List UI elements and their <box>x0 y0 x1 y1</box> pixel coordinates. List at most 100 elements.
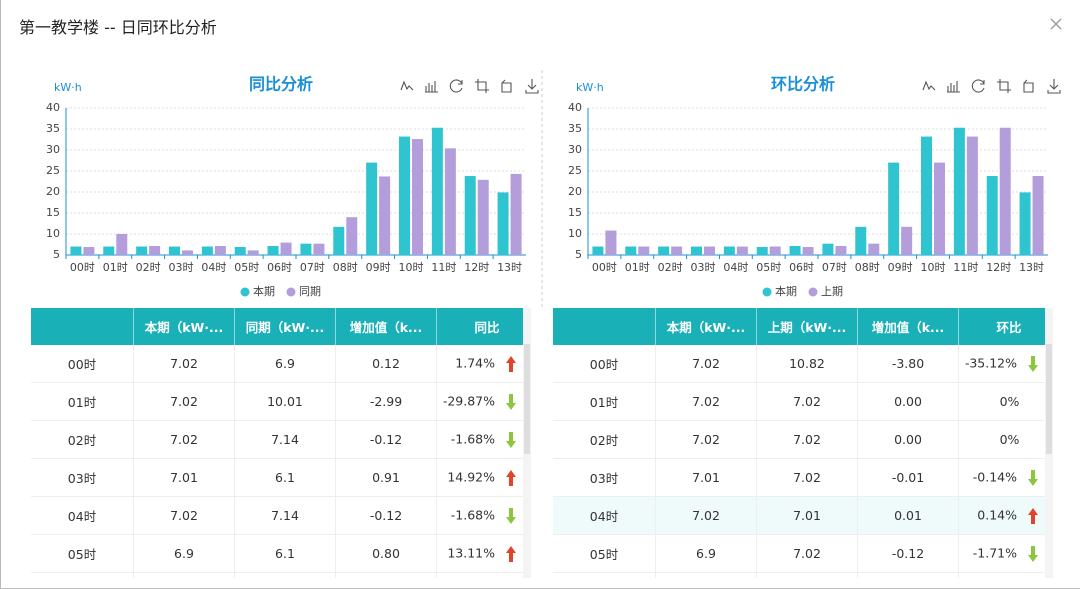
table-row[interactable]: 02时 7.02 7.14 -0.12 -1.68% <box>31 420 531 459</box>
cell-text: -0.12 <box>369 508 403 523</box>
x-tick-label: 12时 <box>986 261 1011 274</box>
cell-text: 10.82 <box>789 356 825 371</box>
data-table: 本期（kW·... 同期（kW·... 增加值（k... 同比 00时 7.02 6.9 0.… <box>31 308 531 578</box>
toolbar-icon[interactable] <box>1023 79 1034 93</box>
bar <box>625 246 637 255</box>
cell-text: 7.02 <box>793 432 821 447</box>
bar <box>868 243 880 255</box>
toolbar-icon[interactable] <box>425 81 438 93</box>
table-cell: 05时 <box>31 534 134 573</box>
cell-text: 10.01 <box>267 394 303 409</box>
table-row[interactable]: 05时 6.9 6.1 0.80 13.11% <box>31 534 531 573</box>
close-button[interactable] <box>1049 17 1063 31</box>
cell-text: 0.14% <box>977 507 1017 522</box>
cell-text: 0.00 <box>894 432 922 447</box>
bar <box>431 127 443 255</box>
table-row[interactable]: 00时 7.02 6.9 0.12 1.74% <box>31 345 531 383</box>
y-tick-label: 5 <box>53 248 60 261</box>
cell-text: 0.12 <box>372 356 400 371</box>
table-cell: 7.02 <box>655 345 757 383</box>
table-cell: 7.02 <box>655 496 757 535</box>
table-row[interactable]: 06时7.157.95-0.80-10.06% <box>31 572 531 578</box>
cell-text: 7.14 <box>271 508 299 523</box>
table-cell: -29.87% <box>436 382 531 421</box>
x-tick-label: 13时 <box>1019 261 1044 274</box>
cell-text: 7.01 <box>170 470 198 485</box>
table-cell: 06时 <box>31 572 134 578</box>
table-cell: 0.00 <box>857 420 959 459</box>
bar <box>136 246 148 255</box>
x-tick-label: 11时 <box>953 261 978 274</box>
table-cell: -2.99 <box>335 382 437 421</box>
y-tick-label: 10 <box>568 227 582 240</box>
cell-text: 6.9 <box>275 356 295 371</box>
legend-marker[interactable] <box>762 287 772 297</box>
bar <box>313 243 325 255</box>
table-row[interactable]: 01时 7.02 10.01 -2.99 -29.87% <box>31 382 531 421</box>
bar <box>769 246 781 255</box>
cell-text: 7.14 <box>271 432 299 447</box>
cell-text: 0.00 <box>894 394 922 409</box>
legend-marker[interactable] <box>808 287 818 297</box>
table-cell: 3.62% <box>958 572 1053 578</box>
table-row[interactable]: 06时7.156.90.253.62% <box>553 572 1053 578</box>
table-row[interactable]: 00时 7.02 10.82 -3.80 -35.12% <box>553 345 1053 383</box>
bar <box>986 176 998 255</box>
bar <box>444 148 456 255</box>
toolbar-icon[interactable] <box>947 81 960 93</box>
charts: 同比分析 kW·h 5 10 15 20 25 30 35 40 00时 01时 02时 03时 04时 05… <box>46 70 1061 308</box>
toolbar-icon[interactable] <box>501 79 512 93</box>
scrollbar[interactable] <box>1045 308 1053 578</box>
bar <box>366 162 378 255</box>
bar <box>169 246 180 255</box>
x-tick-label: 07时 <box>822 261 847 274</box>
table-row[interactable]: 02时 7.02 7.02 0.00 0% <box>553 420 1053 459</box>
x-tick-label: 11时 <box>431 261 456 274</box>
bar <box>592 246 604 255</box>
cell-text: 同比 <box>474 320 500 335</box>
cell-text: 01时 <box>67 395 97 410</box>
toolbar-icon[interactable] <box>525 79 539 94</box>
table-cell: 7.01 <box>655 458 757 497</box>
legend-marker[interactable] <box>240 287 250 297</box>
x-tick-label: 09时 <box>888 261 913 274</box>
toolbar-icon[interactable] <box>971 79 985 93</box>
scrollbar[interactable] <box>523 308 531 578</box>
cell-text: -2.99 <box>369 394 403 409</box>
table-cell: 04时 <box>553 496 656 535</box>
cell-text: 7.02 <box>170 432 198 447</box>
x-tick-label: 08时 <box>855 261 880 274</box>
table-row[interactable]: 01时 7.02 7.02 0.00 0% <box>553 382 1053 421</box>
table-cell: 01时 <box>31 382 134 421</box>
table-row[interactable]: 05时 6.9 7.02 -0.12 -1.71% <box>553 534 1053 573</box>
header-cell: 本期（kW·... <box>655 308 757 345</box>
table-row[interactable]: 04时 7.02 7.14 -0.12 -1.68% <box>31 496 531 535</box>
cell-text: 7.02 <box>170 356 198 371</box>
cell-text: -35.12% <box>964 355 1017 370</box>
table-row[interactable]: 03时 7.01 7.02 -0.01 -0.14% <box>553 458 1053 497</box>
cell-text: 0.91 <box>372 470 400 485</box>
trend-arrow <box>506 507 516 524</box>
cell-text: 7.02 <box>793 546 821 561</box>
x-tick-label: 06时 <box>267 261 292 274</box>
toolbar-icon[interactable] <box>400 80 414 91</box>
toolbar-icon[interactable] <box>1047 79 1061 94</box>
table-cell: 00时 <box>553 345 656 383</box>
toolbar-icon[interactable] <box>449 79 463 93</box>
trend-arrow <box>506 431 516 448</box>
cell-text: 0.80 <box>372 546 400 561</box>
table-cell: 0.80 <box>335 534 437 573</box>
x-tick-label: 00时 <box>592 261 617 274</box>
bar <box>346 217 358 255</box>
toolbar-icon[interactable] <box>997 79 1011 93</box>
toolbar-icon[interactable] <box>475 79 489 93</box>
bar <box>412 139 423 255</box>
toolbar-icon[interactable] <box>922 80 936 91</box>
legend-marker[interactable] <box>286 287 296 297</box>
table-cell: 6.1 <box>234 534 336 573</box>
table-row[interactable]: 03时 7.01 6.1 0.91 14.92% <box>31 458 531 497</box>
trend-arrow <box>506 393 516 410</box>
table-row[interactable]: 04时 7.02 7.01 0.01 0.14% <box>553 496 1053 535</box>
cell-text: 13.11% <box>447 545 495 560</box>
x-tick-label: 00时 <box>70 261 95 274</box>
